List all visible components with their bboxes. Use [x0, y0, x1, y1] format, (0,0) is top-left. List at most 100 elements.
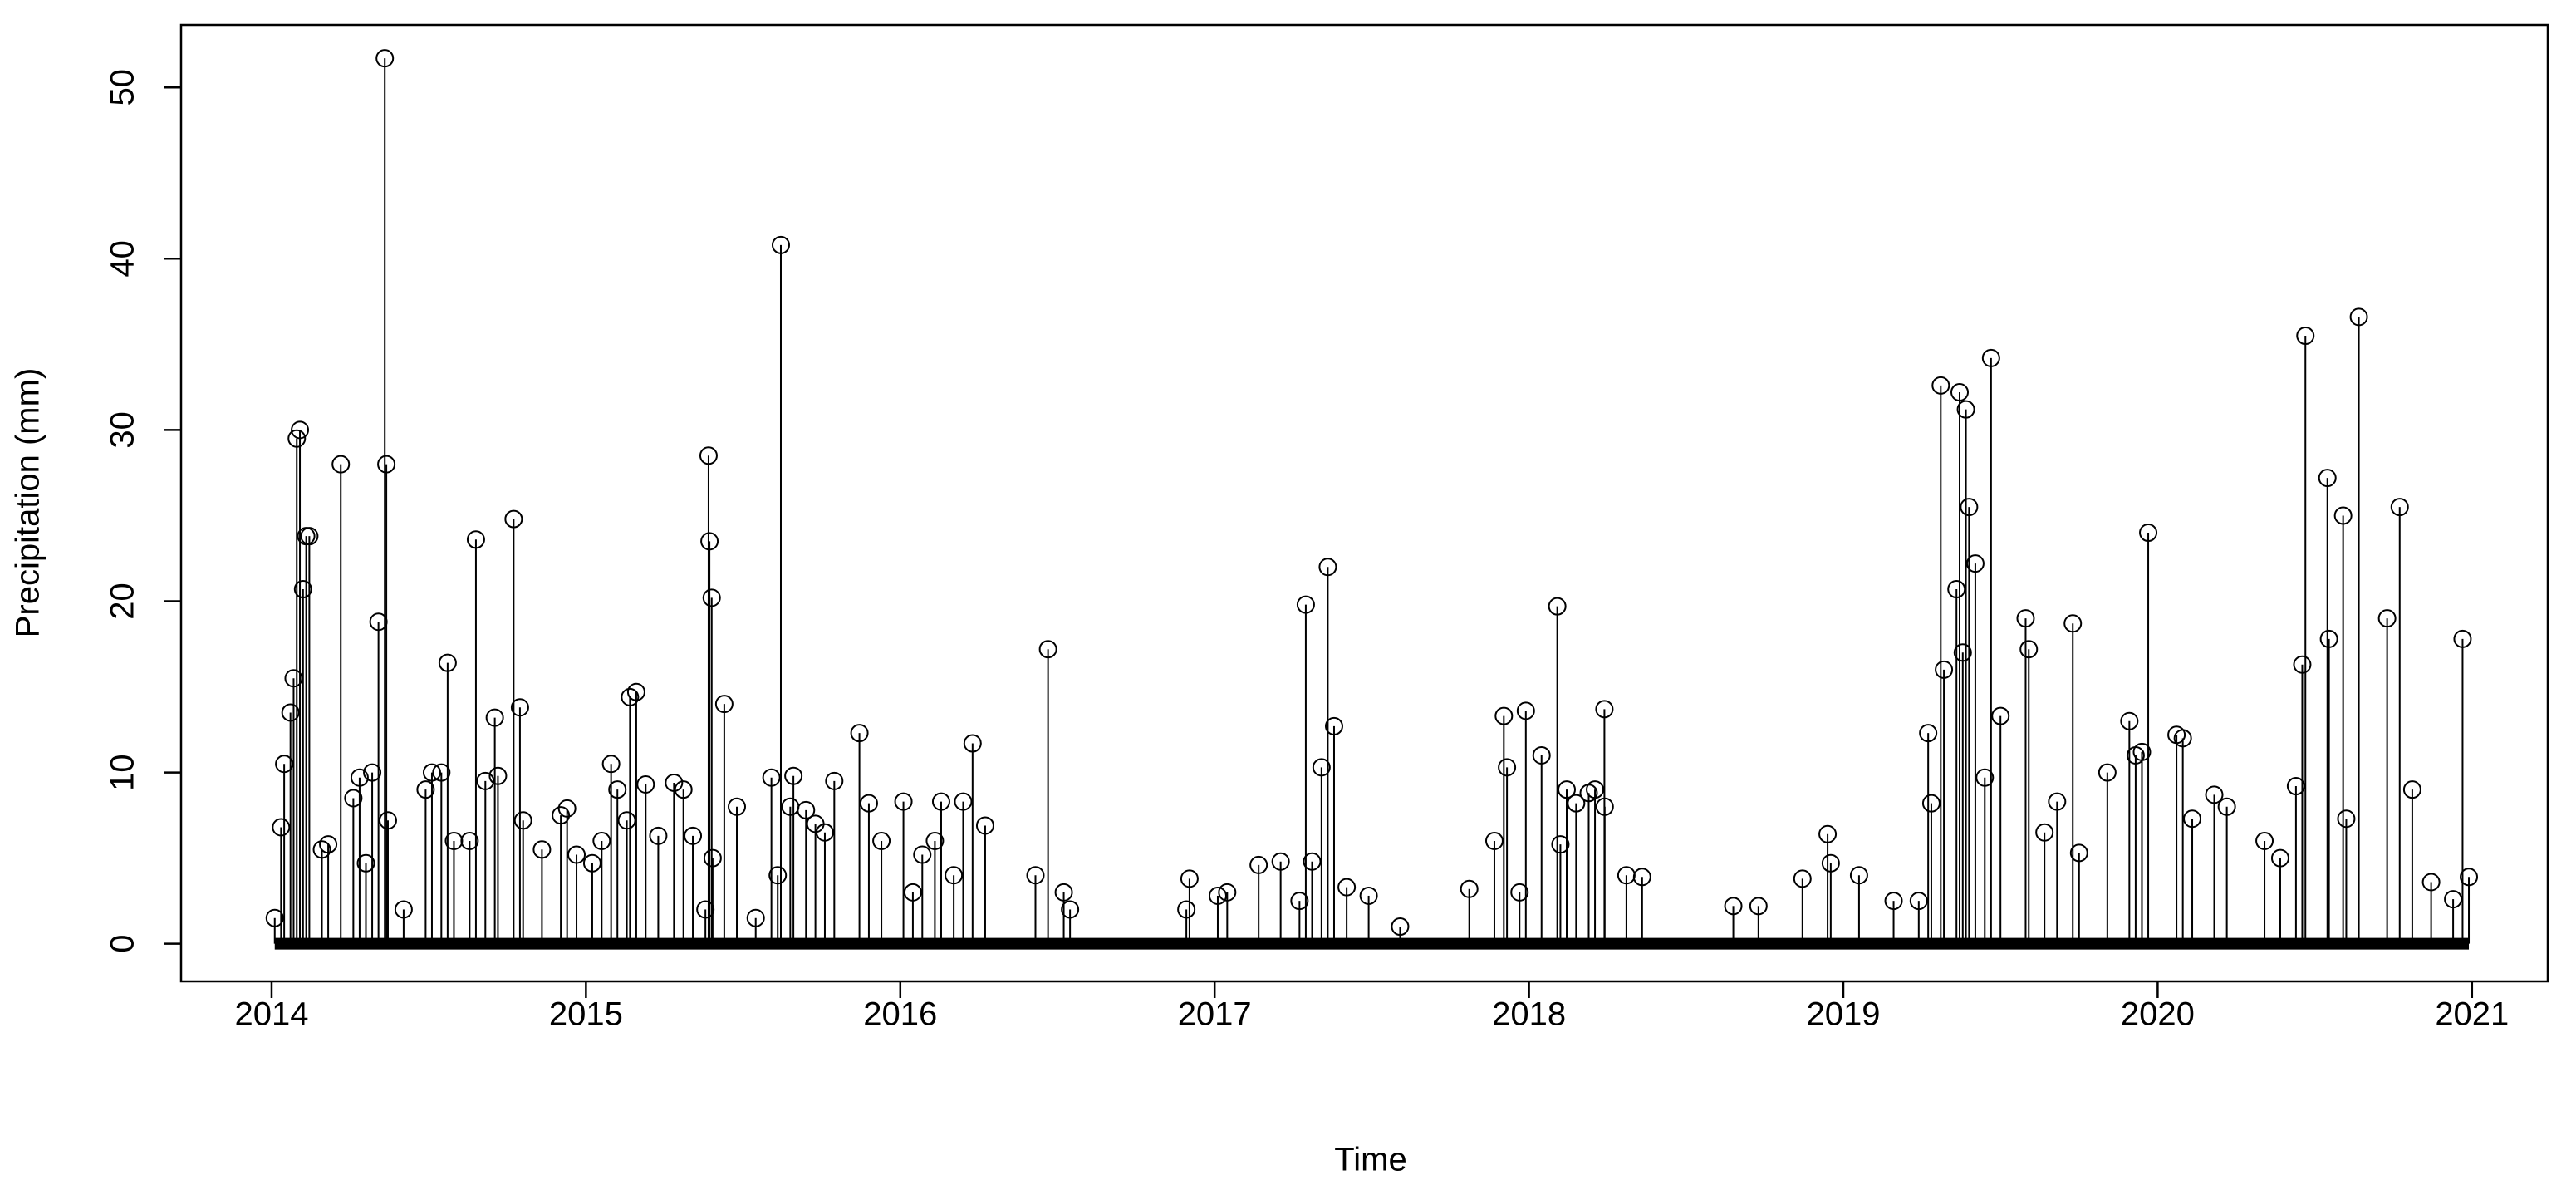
point — [703, 848, 722, 868]
point — [1303, 852, 1322, 871]
point — [265, 908, 284, 927]
x-tick-label: 2016 — [863, 996, 937, 1033]
point — [1849, 866, 1868, 885]
y-tick-label: 20 — [105, 583, 141, 620]
point — [931, 792, 950, 811]
point — [592, 832, 611, 851]
point — [2183, 809, 2202, 829]
point — [287, 429, 307, 448]
point — [552, 806, 571, 825]
point — [567, 845, 586, 864]
point — [636, 774, 655, 794]
point — [700, 532, 719, 551]
point — [2217, 797, 2236, 816]
point — [1919, 724, 1938, 743]
point — [1177, 900, 1196, 919]
y-tick-label: 30 — [105, 411, 141, 449]
point — [363, 763, 382, 782]
point — [850, 724, 869, 743]
point — [797, 800, 816, 819]
point — [925, 832, 945, 851]
point — [291, 420, 310, 440]
point — [1935, 660, 1954, 679]
x-tick-label: 2019 — [1807, 996, 1881, 1033]
point — [626, 682, 645, 701]
point — [416, 780, 435, 799]
point — [894, 792, 913, 811]
point — [293, 580, 312, 599]
point — [2296, 327, 2315, 346]
point — [2377, 609, 2397, 628]
point — [1595, 797, 1614, 816]
point — [378, 811, 397, 830]
point — [1724, 897, 1743, 916]
point — [1956, 400, 1975, 419]
point — [557, 799, 577, 818]
point — [422, 763, 441, 782]
point — [1312, 758, 1331, 777]
point — [913, 845, 932, 864]
x-tick-label: 2015 — [549, 996, 623, 1033]
x-tick-label: 2020 — [2121, 996, 2195, 1033]
point — [1965, 554, 1985, 573]
point — [1975, 768, 1995, 787]
point — [768, 866, 788, 885]
point — [1026, 866, 1045, 885]
point — [300, 527, 319, 546]
point — [1632, 868, 1651, 887]
point — [2333, 506, 2353, 525]
point — [350, 768, 369, 787]
point — [488, 766, 508, 785]
point — [903, 883, 922, 902]
point — [815, 823, 834, 842]
point — [485, 708, 504, 727]
point — [601, 755, 621, 774]
point — [945, 866, 964, 885]
point — [513, 811, 532, 830]
point — [702, 588, 721, 607]
point — [608, 780, 627, 799]
point — [1038, 640, 1057, 659]
point — [1180, 869, 1199, 888]
point — [2421, 873, 2441, 892]
point — [1548, 597, 1567, 616]
point — [1981, 348, 2000, 367]
x-tick-label: 2017 — [1178, 996, 1252, 1033]
point — [1749, 897, 1768, 916]
y-tick-label: 0 — [105, 935, 141, 953]
point — [1460, 879, 1479, 898]
y-tick-label: 10 — [105, 754, 141, 791]
point — [460, 832, 479, 851]
point — [859, 794, 878, 813]
point — [432, 763, 451, 782]
point — [476, 771, 495, 790]
point — [2255, 832, 2274, 851]
point — [674, 780, 693, 799]
point — [2293, 655, 2312, 674]
point — [649, 826, 668, 845]
point — [1793, 869, 1812, 888]
point — [1318, 558, 1337, 577]
point — [1884, 892, 1903, 911]
x-tick-label: 2014 — [234, 996, 308, 1033]
point — [2460, 868, 2479, 887]
point — [762, 768, 781, 787]
point — [1271, 852, 1290, 871]
point — [1953, 643, 1972, 662]
point — [1061, 900, 1080, 919]
point — [2139, 524, 2158, 543]
point — [2016, 609, 2035, 628]
point — [2205, 785, 2224, 804]
y-tick-label: 50 — [105, 69, 141, 106]
point — [621, 687, 640, 706]
point — [1249, 855, 1268, 874]
point — [1391, 917, 1410, 937]
point — [312, 840, 331, 859]
point — [1510, 883, 1529, 902]
point — [1337, 878, 1357, 897]
point — [2035, 823, 2054, 842]
y-tick-label: 40 — [105, 240, 141, 278]
point — [2286, 777, 2305, 796]
point — [2270, 848, 2289, 868]
point — [1821, 853, 1840, 873]
